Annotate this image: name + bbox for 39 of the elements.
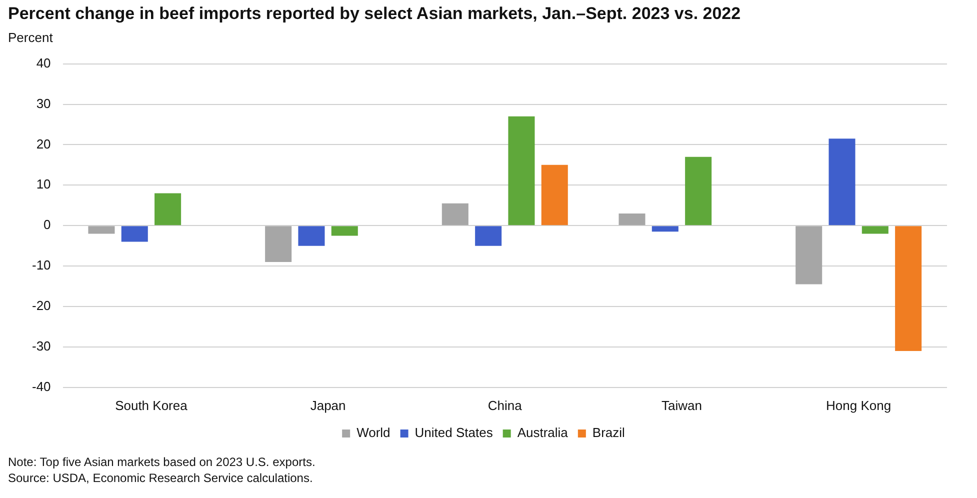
text: Note: Top five Asian markets based on 2023 U.S. exports. — [8, 454, 316, 470]
bar — [331, 226, 358, 236]
bar — [508, 116, 535, 226]
y-tick-label: 10 — [36, 176, 51, 192]
bar — [828, 138, 856, 226]
y-tick-label: 20 — [36, 136, 51, 152]
y-tick-label: -10 — [32, 258, 51, 273]
x-tick-label: Japan — [310, 398, 346, 413]
x-tick-label: Taiwan — [662, 398, 702, 413]
y-axis-title: Percent — [8, 30, 53, 45]
source-note: Source: USDA, Economic Research Service calculations. — [8, 470, 314, 486]
x-tick-label: South Korea — [115, 398, 188, 413]
x-tick-label: Hong Kong — [826, 398, 892, 413]
y-tick-label: -40 — [32, 378, 51, 394]
bar — [265, 226, 292, 262]
y-tick-label: -20 — [32, 298, 51, 314]
bar — [88, 226, 115, 234]
bar — [685, 156, 712, 226]
bar — [298, 226, 325, 246]
legend-label: Brazil — [592, 425, 626, 440]
bar — [862, 226, 888, 234]
chart-title: Percent change in beef imports reported by select Asian markets, Jan.–Sept. 2023 vs. 2022 — [8, 4, 741, 24]
bar — [442, 203, 468, 226]
bar — [154, 193, 182, 226]
bar — [895, 226, 922, 351]
y-tick-label: -30 — [32, 338, 51, 354]
y-tick-label: 40 — [36, 55, 51, 70]
bar — [475, 226, 502, 246]
bar — [618, 213, 646, 226]
bar — [796, 226, 822, 284]
x-tick-label: China — [488, 398, 523, 413]
y-tick-label: 0 — [44, 217, 51, 232]
legend-label: Australia — [517, 425, 569, 440]
legend-label: World — [356, 425, 390, 440]
bar — [121, 226, 148, 242]
bar — [541, 164, 568, 226]
y-tick-label: 30 — [36, 96, 51, 111]
legend-label: United States — [414, 425, 494, 440]
bar — [652, 226, 678, 232]
